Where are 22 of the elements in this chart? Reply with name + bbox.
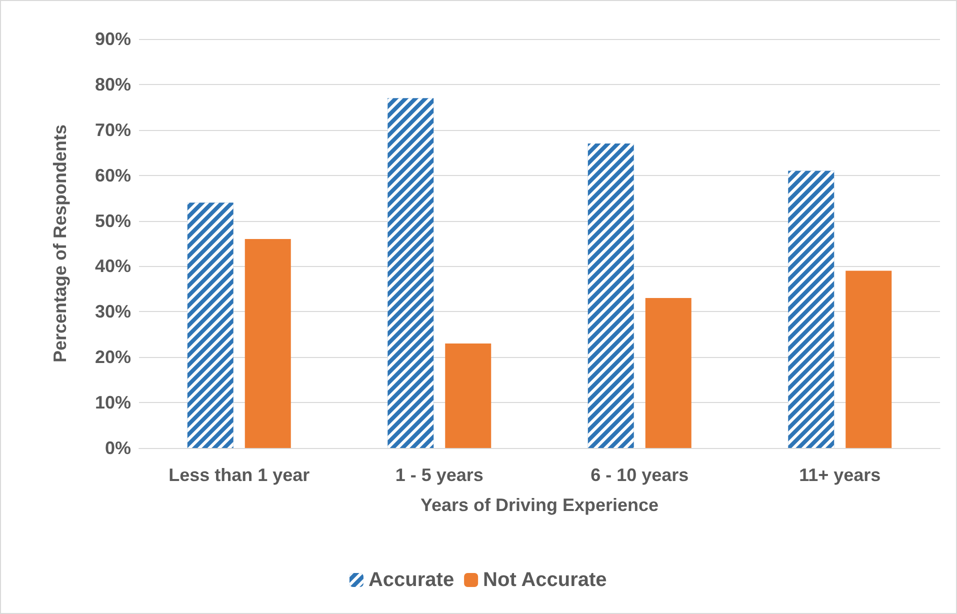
x-tick-label: 11+ years [799, 465, 881, 485]
y-axis-title: Percentage of Respondents [50, 124, 70, 363]
y-tick-label: 50% [94, 210, 131, 231]
bar [846, 270, 892, 448]
bar [645, 298, 692, 448]
x-axis-title: Years of Driving Experience [420, 495, 659, 515]
x-tick-label: Less than 1 year [168, 465, 310, 485]
y-tick-label: 10% [94, 392, 131, 413]
legend-label: Not Accurate [483, 569, 607, 591]
x-tick-label: 6 - 10 years [590, 465, 689, 485]
y-tick-label: 70% [94, 120, 131, 140]
y-tick-label: 90% [94, 29, 131, 49]
legend-label: Accurate [368, 569, 454, 591]
bar [445, 343, 492, 448]
y-tick-label: 80% [94, 74, 131, 94]
y-tick-label: 60% [94, 165, 131, 186]
y-tick-label: 0% [104, 438, 131, 458]
y-tick-label: 30% [94, 302, 131, 322]
y-tick-label: 20% [94, 347, 131, 368]
bar [244, 238, 291, 448]
x-tick-label: 1 - 5 years [395, 465, 484, 485]
y-tick-label: 40% [94, 256, 131, 276]
